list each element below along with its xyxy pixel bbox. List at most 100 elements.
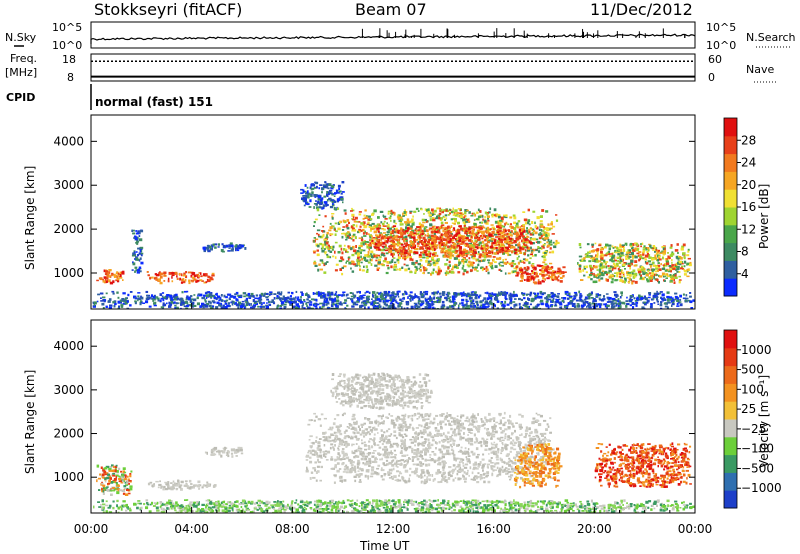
- echo-cell: [374, 241, 376, 244]
- echo-cell: [295, 300, 297, 303]
- echo-cell: [530, 241, 533, 245]
- echo-cell: [644, 258, 647, 261]
- echo-cell: [598, 268, 602, 272]
- echo-cell: [504, 298, 508, 301]
- echo-cell: [541, 255, 543, 258]
- echo-cell: [603, 303, 606, 306]
- echo-cell: [227, 293, 232, 296]
- echo-cell: [332, 245, 335, 249]
- echo-cell: [162, 298, 165, 302]
- echo-cell: [600, 267, 604, 270]
- echo-cell: [611, 245, 614, 248]
- echo-cell: [431, 245, 435, 248]
- echo-cell: [685, 297, 689, 300]
- echo-cell: [184, 290, 188, 293]
- echo-cell: [373, 243, 376, 246]
- echo-cell: [321, 243, 325, 247]
- echo-cell: [677, 257, 680, 260]
- echo-cell: [333, 228, 336, 231]
- echo-cell: [486, 291, 489, 295]
- echo-cell: [446, 209, 450, 213]
- echo-cell: [436, 215, 439, 219]
- echo-cell: [371, 255, 375, 258]
- echo-cell: [245, 294, 249, 297]
- echo-cell: [349, 263, 353, 265]
- echo-cell: [230, 244, 234, 248]
- echo-cell: [509, 301, 513, 305]
- echo-cell: [339, 196, 343, 199]
- echo-cell: [357, 297, 361, 301]
- echo-cell: [483, 246, 486, 250]
- echo-cell: [321, 197, 324, 200]
- echo-cell: [202, 246, 205, 250]
- echo-cell: [601, 277, 604, 280]
- echo-cell: [528, 223, 531, 226]
- echo-cell: [418, 267, 421, 270]
- echo-cell: [269, 293, 273, 296]
- echo-cell: [430, 213, 435, 216]
- echo-cell: [496, 229, 499, 232]
- echo-cell: [610, 265, 613, 268]
- echo-cell: [393, 296, 396, 299]
- echo-cell: [340, 256, 344, 260]
- echo-cell: [549, 276, 553, 279]
- echo-cell: [509, 231, 512, 234]
- echo-cell: [170, 297, 173, 301]
- echo-cell: [616, 256, 619, 259]
- echo-cell: [539, 269, 542, 271]
- echo-cell: [207, 279, 211, 283]
- echo-cell: [678, 260, 683, 264]
- echo-cell: [317, 233, 320, 236]
- echo-cell: [657, 258, 659, 262]
- echo-cell: [437, 300, 441, 304]
- echo-cell: [552, 278, 555, 281]
- echo-cell: [140, 300, 143, 304]
- echo-cell: [650, 303, 653, 306]
- echo-cell: [271, 301, 275, 303]
- echo-cell: [364, 292, 367, 294]
- echo-cell: [569, 300, 572, 303]
- echo-cell: [459, 209, 462, 212]
- echo-cell: [516, 234, 519, 237]
- echo-cell: [378, 225, 381, 228]
- echo-cell: [436, 254, 439, 257]
- echo-cell: [468, 231, 470, 234]
- echo-cell: [337, 227, 341, 231]
- echo-cell: [207, 249, 211, 253]
- echo-cell: [536, 216, 540, 220]
- echo-cell: [326, 302, 330, 305]
- echo-cell: [611, 297, 616, 301]
- echo-cell: [463, 226, 467, 230]
- echo-cell: [471, 244, 474, 247]
- echo-cell: [396, 258, 400, 262]
- echo-cell: [499, 236, 503, 239]
- echo-cell: [171, 299, 175, 301]
- echo-cell: [482, 251, 485, 254]
- echo-cell: [622, 263, 626, 266]
- echo-cell: [383, 293, 387, 296]
- echo-cell: [401, 266, 404, 269]
- echo-cell: [322, 233, 325, 237]
- echo-cell: [490, 302, 493, 306]
- echo-cell: [471, 300, 475, 303]
- echo-cell: [335, 303, 337, 307]
- echo-cell: [498, 292, 501, 295]
- echo-cell: [526, 306, 529, 309]
- echo-cell: [370, 250, 374, 254]
- echo-cell: [218, 243, 220, 246]
- echo-cell: [385, 234, 388, 237]
- echo-cell: [442, 233, 446, 236]
- echo-cell: [383, 248, 386, 251]
- echo-cell: [374, 307, 377, 309]
- echo-cell: [496, 257, 500, 260]
- echo-cell: [648, 257, 651, 259]
- echo-cell: [540, 229, 543, 232]
- echo-cell: [472, 233, 476, 236]
- echo-cell: [537, 281, 540, 285]
- echo-cell: [579, 293, 582, 295]
- echo-cell: [309, 199, 312, 203]
- echo-cell: [490, 299, 492, 302]
- echo-cell: [329, 205, 333, 209]
- echo-cell: [394, 222, 397, 225]
- echo-cell: [430, 224, 433, 226]
